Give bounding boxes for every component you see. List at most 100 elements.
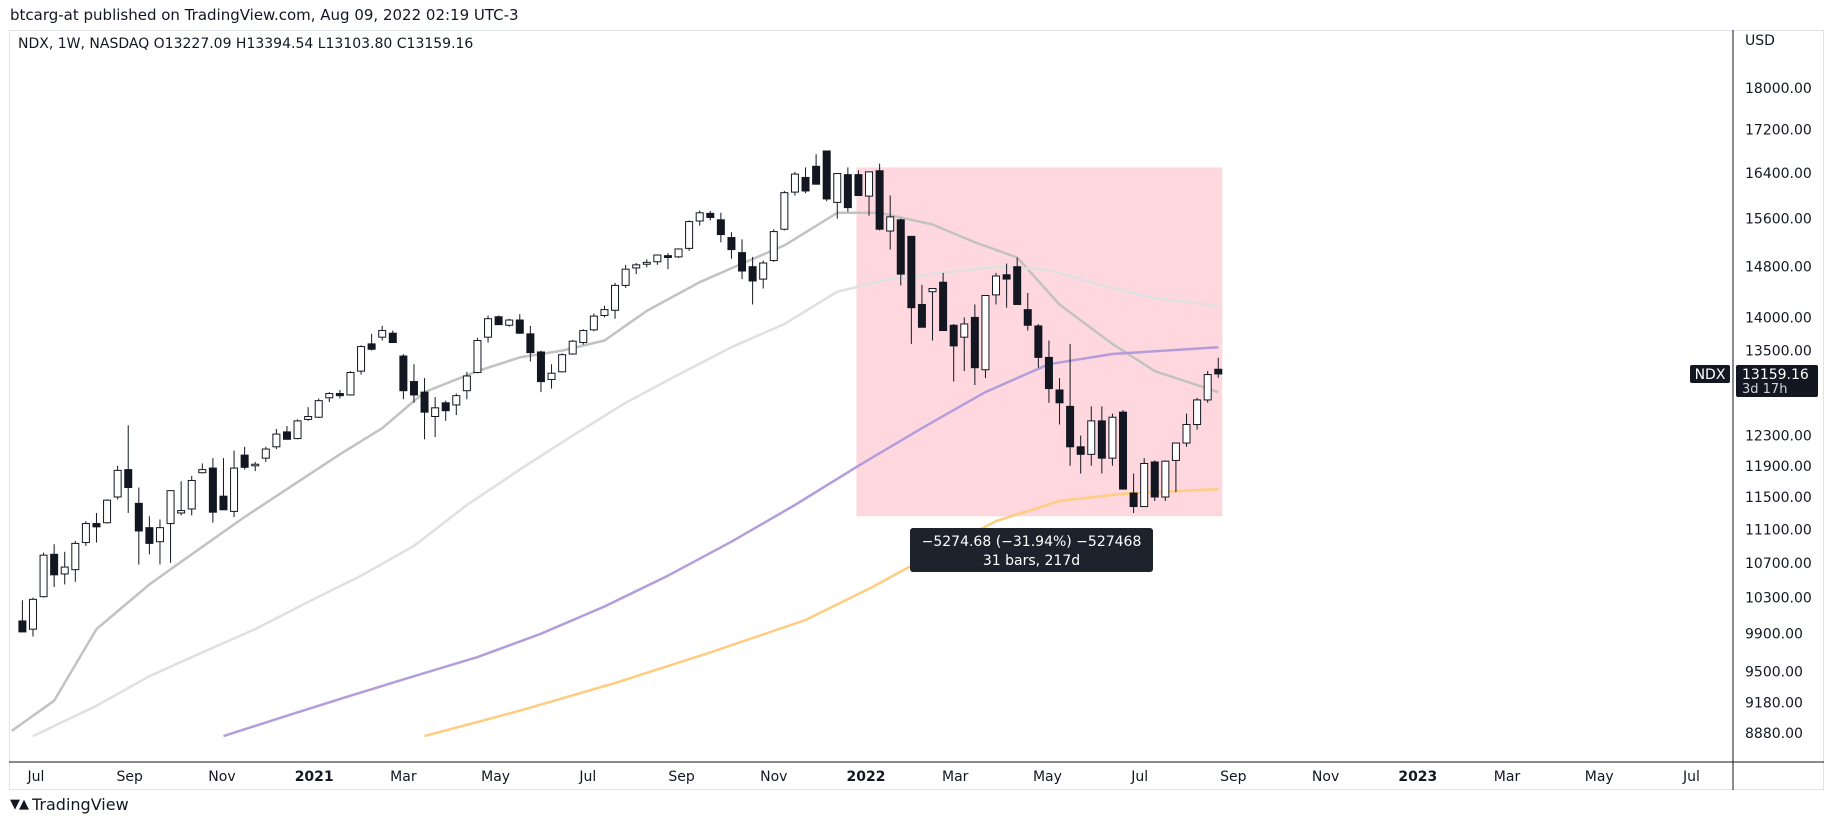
candle-body[interactable] <box>907 235 916 309</box>
candle-body[interactable] <box>1108 416 1117 459</box>
candle-body[interactable] <box>611 284 620 311</box>
candle-body[interactable] <box>759 262 768 280</box>
candle-body[interactable] <box>642 261 651 265</box>
candle-body[interactable] <box>420 391 429 413</box>
candle-body[interactable] <box>441 402 450 412</box>
candle-body[interactable] <box>462 375 471 392</box>
candle-body[interactable] <box>843 174 852 209</box>
candle-body[interactable] <box>155 527 164 543</box>
candle-body[interactable] <box>282 431 291 440</box>
candle-body[interactable] <box>685 221 694 249</box>
candle-body[interactable] <box>103 499 112 524</box>
candle-body[interactable] <box>1076 446 1085 455</box>
candle-body[interactable] <box>727 237 736 251</box>
candle-body[interactable] <box>325 393 334 399</box>
candle-body[interactable] <box>526 333 535 354</box>
candle-body[interactable] <box>515 319 524 334</box>
candle-body[interactable] <box>166 490 175 525</box>
candle-body[interactable] <box>949 324 958 347</box>
candle-body[interactable] <box>39 554 48 598</box>
candle-body[interactable] <box>960 323 969 338</box>
candle-body[interactable] <box>378 330 387 338</box>
candle-body[interactable] <box>113 469 122 498</box>
candle-body[interactable] <box>695 212 704 222</box>
candle-body[interactable] <box>738 252 747 272</box>
candle-body[interactable] <box>886 216 895 232</box>
candle-body[interactable] <box>674 248 683 258</box>
candle-body[interactable] <box>1066 405 1075 448</box>
candle-body[interactable] <box>1140 462 1149 508</box>
candle-body[interactable] <box>399 355 408 392</box>
candle-body[interactable] <box>854 174 863 197</box>
candle-body[interactable] <box>219 495 228 511</box>
candle-body[interactable] <box>1150 461 1159 498</box>
candle-body[interactable] <box>505 319 514 326</box>
candle-body[interactable] <box>346 372 355 396</box>
candle-body[interactable] <box>981 295 990 371</box>
candle-body[interactable] <box>335 393 344 397</box>
candle-body[interactable] <box>780 192 789 230</box>
candle-body[interactable] <box>1044 356 1053 390</box>
candle-body[interactable] <box>568 340 577 355</box>
candle-body[interactable] <box>367 343 376 350</box>
candle-body[interactable] <box>134 502 143 532</box>
candle-body[interactable] <box>473 340 482 374</box>
candle-body[interactable] <box>71 542 80 571</box>
candle-body[interactable] <box>208 467 217 513</box>
candle-body[interactable] <box>494 316 503 326</box>
candle-body[interactable] <box>1214 368 1223 375</box>
candle-body[interactable] <box>939 281 948 332</box>
candle-body[interactable] <box>632 264 641 269</box>
candle-body[interactable] <box>431 407 440 417</box>
candle-body[interactable] <box>706 212 715 218</box>
candle-body[interactable] <box>240 454 249 468</box>
candle-body[interactable] <box>293 420 302 440</box>
candle-body[interactable] <box>621 268 630 286</box>
candle-body[interactable] <box>314 400 323 418</box>
candle-body[interactable] <box>865 171 874 197</box>
candle-body[interactable] <box>92 523 101 528</box>
candle-body[interactable] <box>1129 492 1138 508</box>
candle-body[interactable] <box>124 469 133 489</box>
candle-body[interactable] <box>198 469 207 474</box>
candle-body[interactable] <box>928 288 937 293</box>
candle-body[interactable] <box>769 231 778 262</box>
candle-body[interactable] <box>875 170 884 230</box>
candle-body[interactable] <box>790 173 799 193</box>
candle-body[interactable] <box>1193 399 1202 426</box>
candle-body[interactable] <box>1171 442 1180 461</box>
candle-body[interactable] <box>145 527 154 544</box>
candle-body[interactable] <box>1097 420 1106 459</box>
candle-body[interactable] <box>716 219 725 236</box>
candle-body[interactable] <box>1055 389 1064 404</box>
candle-body[interactable] <box>357 346 366 372</box>
candle-body[interactable] <box>187 479 196 510</box>
candle-body[interactable] <box>452 395 461 406</box>
candle-body[interactable] <box>18 620 27 633</box>
candle-body[interactable] <box>304 415 313 420</box>
candle-body[interactable] <box>60 566 69 575</box>
candle-body[interactable] <box>1161 460 1170 498</box>
candle-body[interactable] <box>600 309 609 316</box>
candle-body[interactable] <box>1002 274 1011 280</box>
candle-body[interactable] <box>663 255 672 258</box>
tradingview-logo[interactable]: ▼▲ TradingView <box>10 795 129 814</box>
candle-body[interactable] <box>801 176 810 192</box>
candle-body[interactable] <box>272 433 281 448</box>
candle-body[interactable] <box>1013 266 1022 305</box>
candle-body[interactable] <box>536 351 545 383</box>
candle-body[interactable] <box>1023 309 1032 326</box>
candle-body[interactable] <box>822 150 831 200</box>
candle-body[interactable] <box>653 254 662 263</box>
candle-body[interactable] <box>1119 411 1128 490</box>
candle-body[interactable] <box>589 315 598 331</box>
candle-body[interactable] <box>1182 424 1191 444</box>
price-chart[interactable]: NDX, 1W, NASDAQ O13227.09 H13394.54 L131… <box>0 0 1834 790</box>
candle-body[interactable] <box>558 354 567 373</box>
candle-body[interactable] <box>251 463 260 467</box>
candle-body[interactable] <box>896 219 905 275</box>
candle-body[interactable] <box>261 448 270 459</box>
candle-body[interactable] <box>28 598 37 630</box>
candle-body[interactable] <box>50 553 59 576</box>
candle-body[interactable] <box>177 510 186 514</box>
